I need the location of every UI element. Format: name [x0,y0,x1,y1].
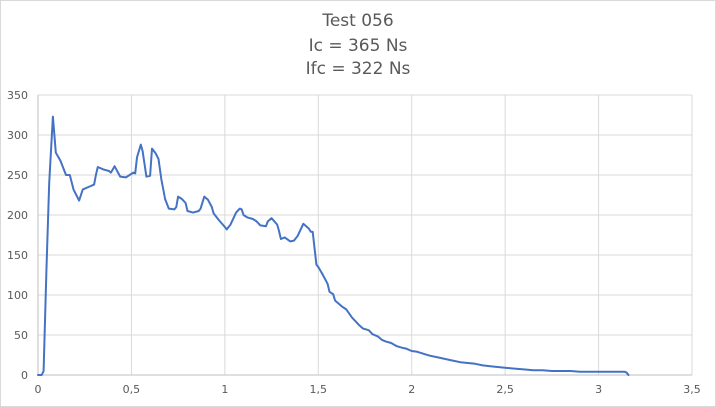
x-tick-label: 3,5 [683,383,701,396]
x-tick-label: 2,5 [496,383,514,396]
x-tick-label: 0 [35,383,42,396]
x-tick-label: 1,5 [310,383,328,396]
y-tick-label: 50 [14,329,28,342]
y-tick-label: 0 [21,369,28,382]
series-line [37,115,630,376]
x-tick-label: 3 [595,383,602,396]
x-tick-label: 1 [221,383,228,396]
x-tick-label: 0,5 [123,383,141,396]
x-tick-label: 2 [408,383,415,396]
y-tick-label: 150 [7,249,28,262]
chart-title: Test 056 [322,11,394,31]
y-tick-label: 350 [7,89,28,102]
y-tick-label: 250 [7,169,28,182]
y-tick-label: 100 [7,289,28,302]
y-tick-label: 300 [7,129,28,142]
chart-subtitle-line-1: Ic = 365 Ns [308,36,408,56]
y-tick-label: 200 [7,209,28,222]
chart-subtitle-line-2: Ifc = 322 Ns [305,59,411,79]
